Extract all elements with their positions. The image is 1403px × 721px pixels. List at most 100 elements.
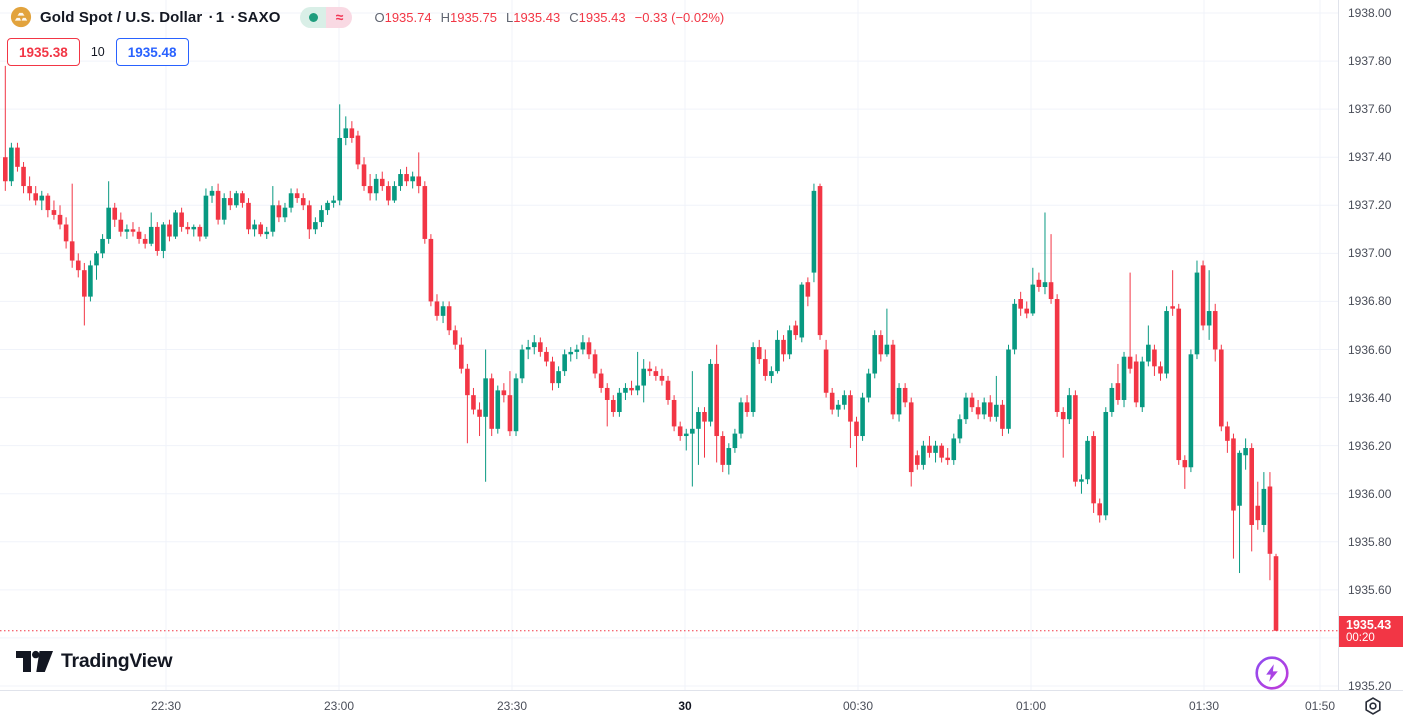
candle-body [994,404,999,417]
candle-body [927,445,932,453]
candle-body [726,448,732,465]
candle-body [276,205,282,218]
time-axis[interactable]: 22:30 23:00 23:30 30 00:30 01:00 01:30 01:50 [0,690,1403,721]
quick-trade-lightning-button[interactable] [1253,654,1291,692]
candle-body [635,385,640,391]
candle-body [471,395,476,410]
candle-body [221,198,227,220]
price-tick-label: 1935.20 [1348,679,1392,693]
candle-body [1079,479,1084,482]
price-scale-settings-icon[interactable] [1362,695,1384,717]
candle-body [738,402,744,434]
candle-body [519,349,525,379]
candle-body [477,409,482,417]
tradingview-wordmark: TradingView [61,650,173,672]
candle-body [550,361,555,384]
lightning-bolt-icon [1266,664,1278,682]
candle-body [817,186,823,336]
candle-body [933,445,938,453]
candle-body [367,186,373,194]
buy-button[interactable]: 1935.48 [115,38,189,66]
candle-body [355,135,361,165]
market-status-pill[interactable] [300,6,327,28]
candle-body [592,354,598,374]
candle-body [21,166,26,187]
candle-body [1182,460,1188,468]
candle-body [313,222,318,230]
candle-body [617,392,622,412]
candle-body [69,241,75,261]
candle-body [343,128,349,138]
candle-body [623,387,628,393]
candle-body [1006,349,1011,429]
candle-body [854,421,859,437]
candle-body [82,270,87,297]
candle-body [1261,488,1267,525]
candle-body [282,207,288,218]
candle-body [878,335,884,355]
ohlc-legend: O1935.74 H1935.75 L1935.43 C1935.43 −0.3… [374,10,724,25]
candle-body [799,284,805,338]
legend-close: C1935.43 [569,9,626,25]
candle-body [1243,448,1248,456]
tradingview-logo[interactable]: TradingView [16,649,173,674]
symbol-title[interactable]: Gold Spot / U.S. Dollar · 1 · SAXO [40,8,281,26]
candle-body [179,212,184,227]
candle-body [57,214,63,225]
candle-body [860,397,865,437]
candle-body [45,195,51,211]
candle-body [641,368,646,386]
candle-body [136,231,142,239]
candle-body [27,186,32,194]
legend-change: −0.33 (−0.02%) [634,9,725,25]
candle-body [945,457,950,461]
candlestick-chart-pane[interactable] [0,0,1338,690]
exchange-label: SAXO [237,8,281,26]
candle-body [1133,361,1139,403]
candle-body [1024,308,1030,314]
price-axis[interactable]: 1935.43 00:20 1938.00 1937.80 1937.60 1937.… [1338,0,1403,693]
candle-body [1073,395,1078,482]
candle-body [556,371,561,384]
candle-body [379,178,385,187]
candle-body [404,174,409,182]
chart-status-markers[interactable]: ≈ [300,6,353,28]
candle-body [148,226,154,244]
price-tick-label: 1936.40 [1348,390,1392,405]
time-tick-label: 30 [678,699,692,713]
interval-label[interactable]: 1 [215,8,225,26]
approx-icon: ≈ [335,9,344,25]
candle-body [39,195,45,201]
candle-body [1164,311,1169,374]
candle-body [75,260,81,271]
gridlines [0,0,1338,690]
time-tick-label: 01:00 [1015,699,1047,713]
candle-body [361,164,367,187]
candle-body [574,349,580,352]
last-price-value: 1935.43 [1346,618,1392,632]
candle-body [1000,404,1005,429]
candle-body [921,445,926,465]
candle-body [544,351,549,362]
candle-body [3,157,8,182]
candle-body [902,387,908,403]
candle-body [1212,311,1218,350]
candle-body [452,330,458,345]
approx-price-pill[interactable]: ≈ [326,6,353,28]
candle-body [957,419,963,439]
candle-body [1060,411,1066,420]
candle-body [94,253,99,266]
sell-button[interactable]: 1935.38 [7,38,80,66]
candle-body [88,265,93,297]
candle-body [1146,344,1151,362]
time-tick-label: 01:30 [1188,699,1220,713]
candle-body [489,378,494,429]
candle-body [9,147,14,182]
candle-body [465,368,470,396]
gold-coin-icon[interactable] [10,6,32,28]
candle-body [981,402,987,415]
candle-body [969,397,975,408]
candle-body [495,390,501,429]
legend-open: O1935.74 [374,9,432,25]
